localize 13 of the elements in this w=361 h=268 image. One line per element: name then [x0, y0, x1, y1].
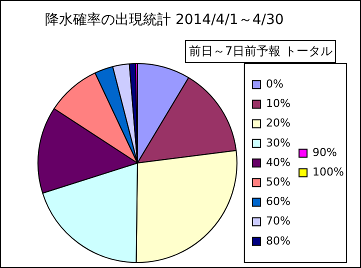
legend-label: 90%: [312, 146, 338, 160]
legend-label: 80%: [266, 234, 290, 248]
legend-label: 30%: [266, 136, 290, 150]
legend-label: 0%: [266, 77, 284, 90]
legend-label: 100%: [312, 166, 344, 179]
chart-title: 降水確率の出現統計 2014/4/1～4/30: [45, 11, 284, 29]
legend-label: 60%: [266, 195, 290, 208]
chart-subtitle: 前日～7日前予報 トータル: [185, 40, 336, 63]
legend-label: 40%: [266, 156, 290, 169]
legend-label: 70%: [266, 214, 290, 228]
legend-label: 10%: [266, 97, 290, 110]
legend-label: 50%: [266, 175, 290, 188]
legend-label: 20%: [266, 116, 290, 130]
